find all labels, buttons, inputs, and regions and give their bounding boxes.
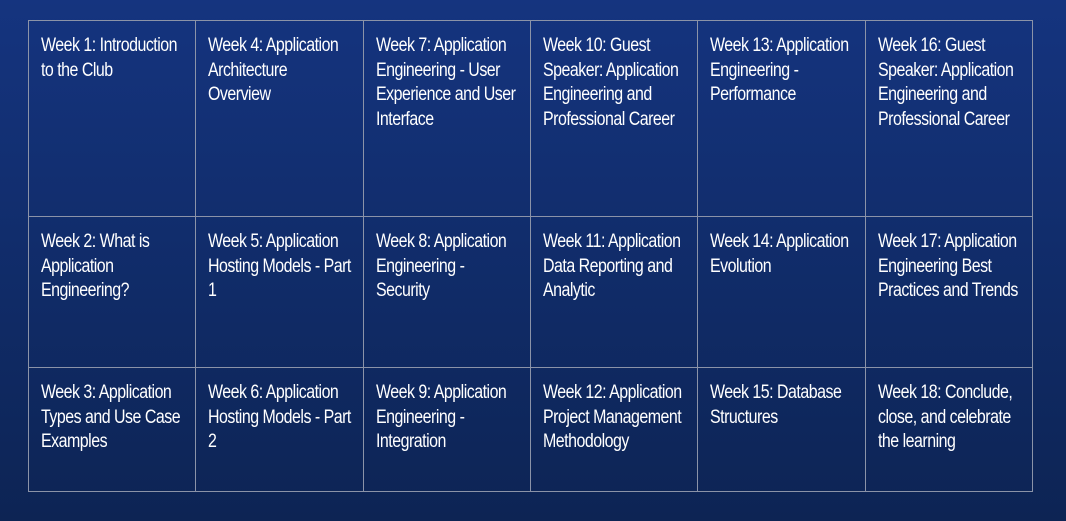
table-cell-week-1: Week 1: Introduction to the Club bbox=[29, 21, 197, 217]
table-cell-week-9: Week 9: Application Engineering - Integr… bbox=[363, 368, 531, 492]
cell-text: Week 18: Conclude, close, and celebrate … bbox=[877, 382, 1013, 452]
cell-text: Week 4: Application Architecture Overvie… bbox=[208, 35, 339, 105]
table-cell-week-17: Week 17: Application Engineering Best Pr… bbox=[865, 217, 1033, 368]
cell-text: Week 10: Guest Speaker: Application Engi… bbox=[542, 35, 679, 130]
cell-text: Week 13: Application Engineering - Perfo… bbox=[710, 35, 850, 105]
table-cell-week-16: Week 16: Guest Speaker: Application Engi… bbox=[865, 21, 1033, 217]
cell-text: Week 5: Application Hosting Models - Par… bbox=[208, 231, 352, 301]
table-cell-week-14: Week 14: Application Evolution bbox=[698, 217, 866, 368]
schedule-table: Week 1: Introduction to the Club Week 4:… bbox=[28, 20, 1033, 492]
table-cell-week-6: Week 6: Application Hosting Models - Par… bbox=[196, 368, 364, 492]
cell-text: Week 16: Guest Speaker: Application Engi… bbox=[877, 35, 1014, 130]
table-cell-week-12: Week 12: Application Project Management … bbox=[530, 368, 699, 492]
cell-text: Week 7: Application Engineering - User E… bbox=[375, 35, 516, 130]
cell-text: Week 17: Application Engineering Best Pr… bbox=[877, 231, 1018, 301]
table-cell-week-10: Week 10: Guest Speaker: Application Engi… bbox=[530, 21, 699, 217]
cell-text: Week 11: Application Data Reporting and … bbox=[542, 231, 681, 301]
table-cell-week-11: Week 11: Application Data Reporting and … bbox=[530, 217, 699, 368]
table-cell-week-8: Week 8: Application Engineering - Securi… bbox=[363, 217, 531, 368]
cell-text: Week 9: Application Engineering - Integr… bbox=[375, 382, 507, 452]
table-cell-week-3: Week 3: Application Types and Use Case E… bbox=[29, 368, 197, 492]
table-cell-week-18: Week 18: Conclude, close, and celebrate … bbox=[865, 368, 1033, 492]
cell-text: Week 12: Application Project Management … bbox=[542, 382, 682, 452]
table-cell-week-15: Week 15: Database Structures bbox=[698, 368, 866, 492]
table-cell-week-4: Week 4: Application Architecture Overvie… bbox=[196, 21, 364, 217]
cell-text: Week 8: Application Engineering - Securi… bbox=[375, 231, 507, 301]
cell-text: Week 15: Database Structures bbox=[710, 382, 842, 428]
table-cell-week-7: Week 7: Application Engineering - User E… bbox=[363, 21, 531, 217]
cell-text: Week 1: Introduction to the Club bbox=[41, 35, 178, 81]
table-cell-week-2: Week 2: What is Application Engineering? bbox=[29, 217, 197, 368]
cell-text: Week 2: What is Application Engineering? bbox=[41, 231, 150, 301]
cell-text: Week 3: Application Types and Use Case E… bbox=[41, 382, 181, 452]
cell-text: Week 14: Application Evolution bbox=[710, 231, 850, 277]
table-cell-week-5: Week 5: Application Hosting Models - Par… bbox=[196, 217, 364, 368]
cell-text: Week 6: Application Hosting Models - Par… bbox=[208, 382, 352, 452]
table-cell-week-13: Week 13: Application Engineering - Perfo… bbox=[698, 21, 866, 217]
